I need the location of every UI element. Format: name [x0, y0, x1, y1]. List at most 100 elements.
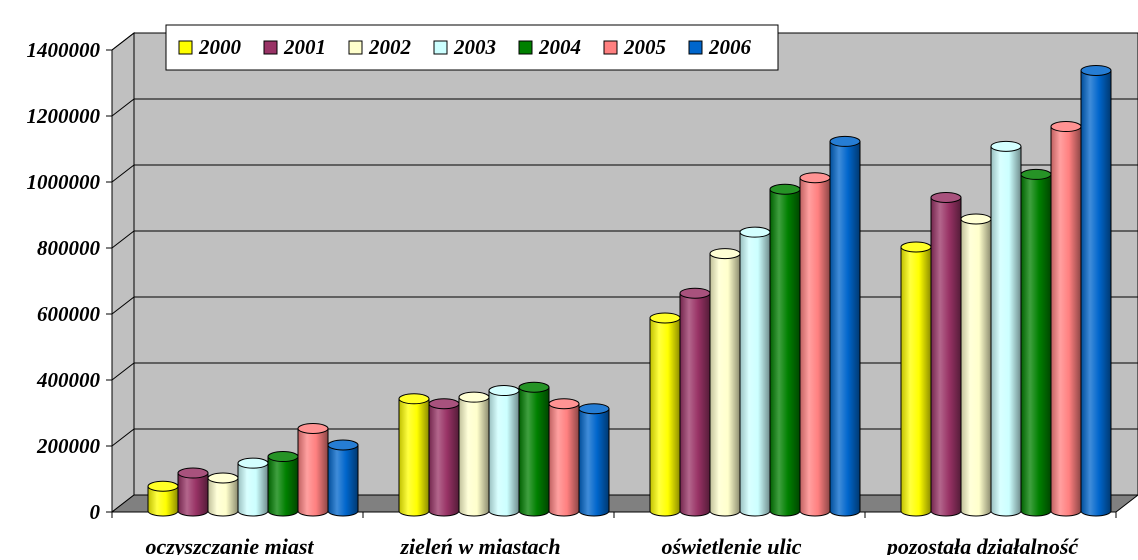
bar-body — [297, 428, 329, 517]
bar-top — [649, 312, 681, 324]
y-tick-label: 400000 — [36, 368, 101, 392]
bar-top — [177, 467, 209, 479]
y-tick-label: 1200000 — [27, 104, 101, 128]
legend-swatch — [603, 40, 618, 55]
bar-body — [739, 231, 771, 517]
bar-body — [548, 403, 580, 517]
bar-body — [267, 456, 299, 517]
bar-top — [900, 241, 932, 253]
bar-top — [398, 393, 430, 405]
bar — [548, 398, 580, 517]
bar-body — [518, 386, 550, 517]
legend-label: 2004 — [538, 35, 581, 59]
y-tick-label: 200000 — [36, 434, 101, 458]
bar-top — [488, 385, 520, 397]
bar-body — [769, 188, 801, 517]
legend: 2000 2001 2002 2003 2004 2005 2006 — [165, 24, 779, 71]
bar-top — [1080, 64, 1112, 76]
bar — [679, 287, 711, 517]
bar — [960, 213, 992, 517]
bar-top — [799, 172, 831, 184]
bar-body — [1020, 173, 1052, 517]
bar-body — [1050, 126, 1082, 517]
bar-top — [267, 451, 299, 463]
bar — [709, 248, 741, 517]
bar — [1050, 121, 1082, 517]
bar — [237, 457, 269, 517]
bar — [900, 241, 932, 517]
bar-top — [739, 226, 771, 238]
bar — [398, 393, 430, 517]
bar-top — [548, 398, 580, 410]
bar-body — [990, 145, 1022, 517]
bar — [829, 135, 861, 517]
x-tick-label: pozostała działalność — [885, 534, 1080, 555]
bar-top — [237, 457, 269, 469]
bar-body — [829, 140, 861, 517]
y-tick-label: 800000 — [37, 236, 101, 260]
y-tick-label: 1000000 — [27, 170, 101, 194]
x-tick-label: oświetlenie ulic — [662, 534, 802, 555]
legend-swatch — [348, 40, 363, 55]
bar — [207, 472, 239, 517]
bar — [147, 480, 179, 517]
bar-top — [960, 213, 992, 225]
bar — [267, 451, 299, 517]
bar-body — [960, 218, 992, 517]
bar-top — [578, 403, 610, 415]
bar-body — [649, 317, 681, 517]
bar-top — [428, 398, 460, 410]
bar-top — [990, 140, 1022, 152]
bar-body — [900, 246, 932, 517]
legend-label: 2001 — [283, 35, 326, 59]
bar-body — [327, 444, 359, 517]
bar — [799, 172, 831, 517]
x-tick-label: oczyszczanie miast — [145, 534, 314, 555]
bar — [1080, 64, 1112, 517]
bar-body — [488, 390, 520, 517]
bar — [458, 391, 490, 517]
bar-top — [297, 423, 329, 434]
bar — [1020, 168, 1052, 517]
y-tick-label: 0 — [90, 500, 101, 524]
bar-body — [709, 253, 741, 517]
bar — [488, 385, 520, 517]
bar-body — [930, 197, 962, 517]
bar-body — [679, 292, 711, 517]
bar-top — [518, 381, 550, 393]
legend-label: 2006 — [708, 35, 752, 59]
bar — [518, 381, 550, 517]
legend-swatch — [178, 40, 193, 55]
bar-top — [679, 287, 711, 299]
bar-top — [1050, 121, 1082, 133]
bar-body — [207, 477, 239, 517]
x-tick-label: zieleń w miastach — [399, 534, 560, 555]
bar-body — [458, 396, 490, 517]
bar — [297, 423, 329, 517]
bar-top — [458, 391, 490, 403]
gridline — [111, 164, 1138, 183]
bar-body — [177, 472, 209, 517]
bar-top — [930, 192, 962, 203]
bar-body — [428, 403, 460, 517]
bar-top — [147, 480, 179, 492]
bar — [739, 226, 771, 517]
bar — [990, 140, 1022, 517]
bar — [578, 403, 610, 517]
gridline — [111, 32, 1138, 51]
bar-top — [207, 472, 239, 484]
bar-top — [1020, 168, 1052, 180]
legend-label: 2000 — [198, 35, 242, 59]
legend-swatch — [263, 40, 278, 55]
bar — [327, 439, 359, 517]
y-tick-label: 1400000 — [27, 38, 101, 62]
bar-top — [829, 135, 861, 147]
bar — [177, 467, 209, 517]
bar — [930, 192, 962, 517]
side-wall — [111, 31, 135, 514]
bar — [769, 183, 801, 517]
bar-body — [578, 408, 610, 517]
bar-body — [1080, 69, 1112, 517]
